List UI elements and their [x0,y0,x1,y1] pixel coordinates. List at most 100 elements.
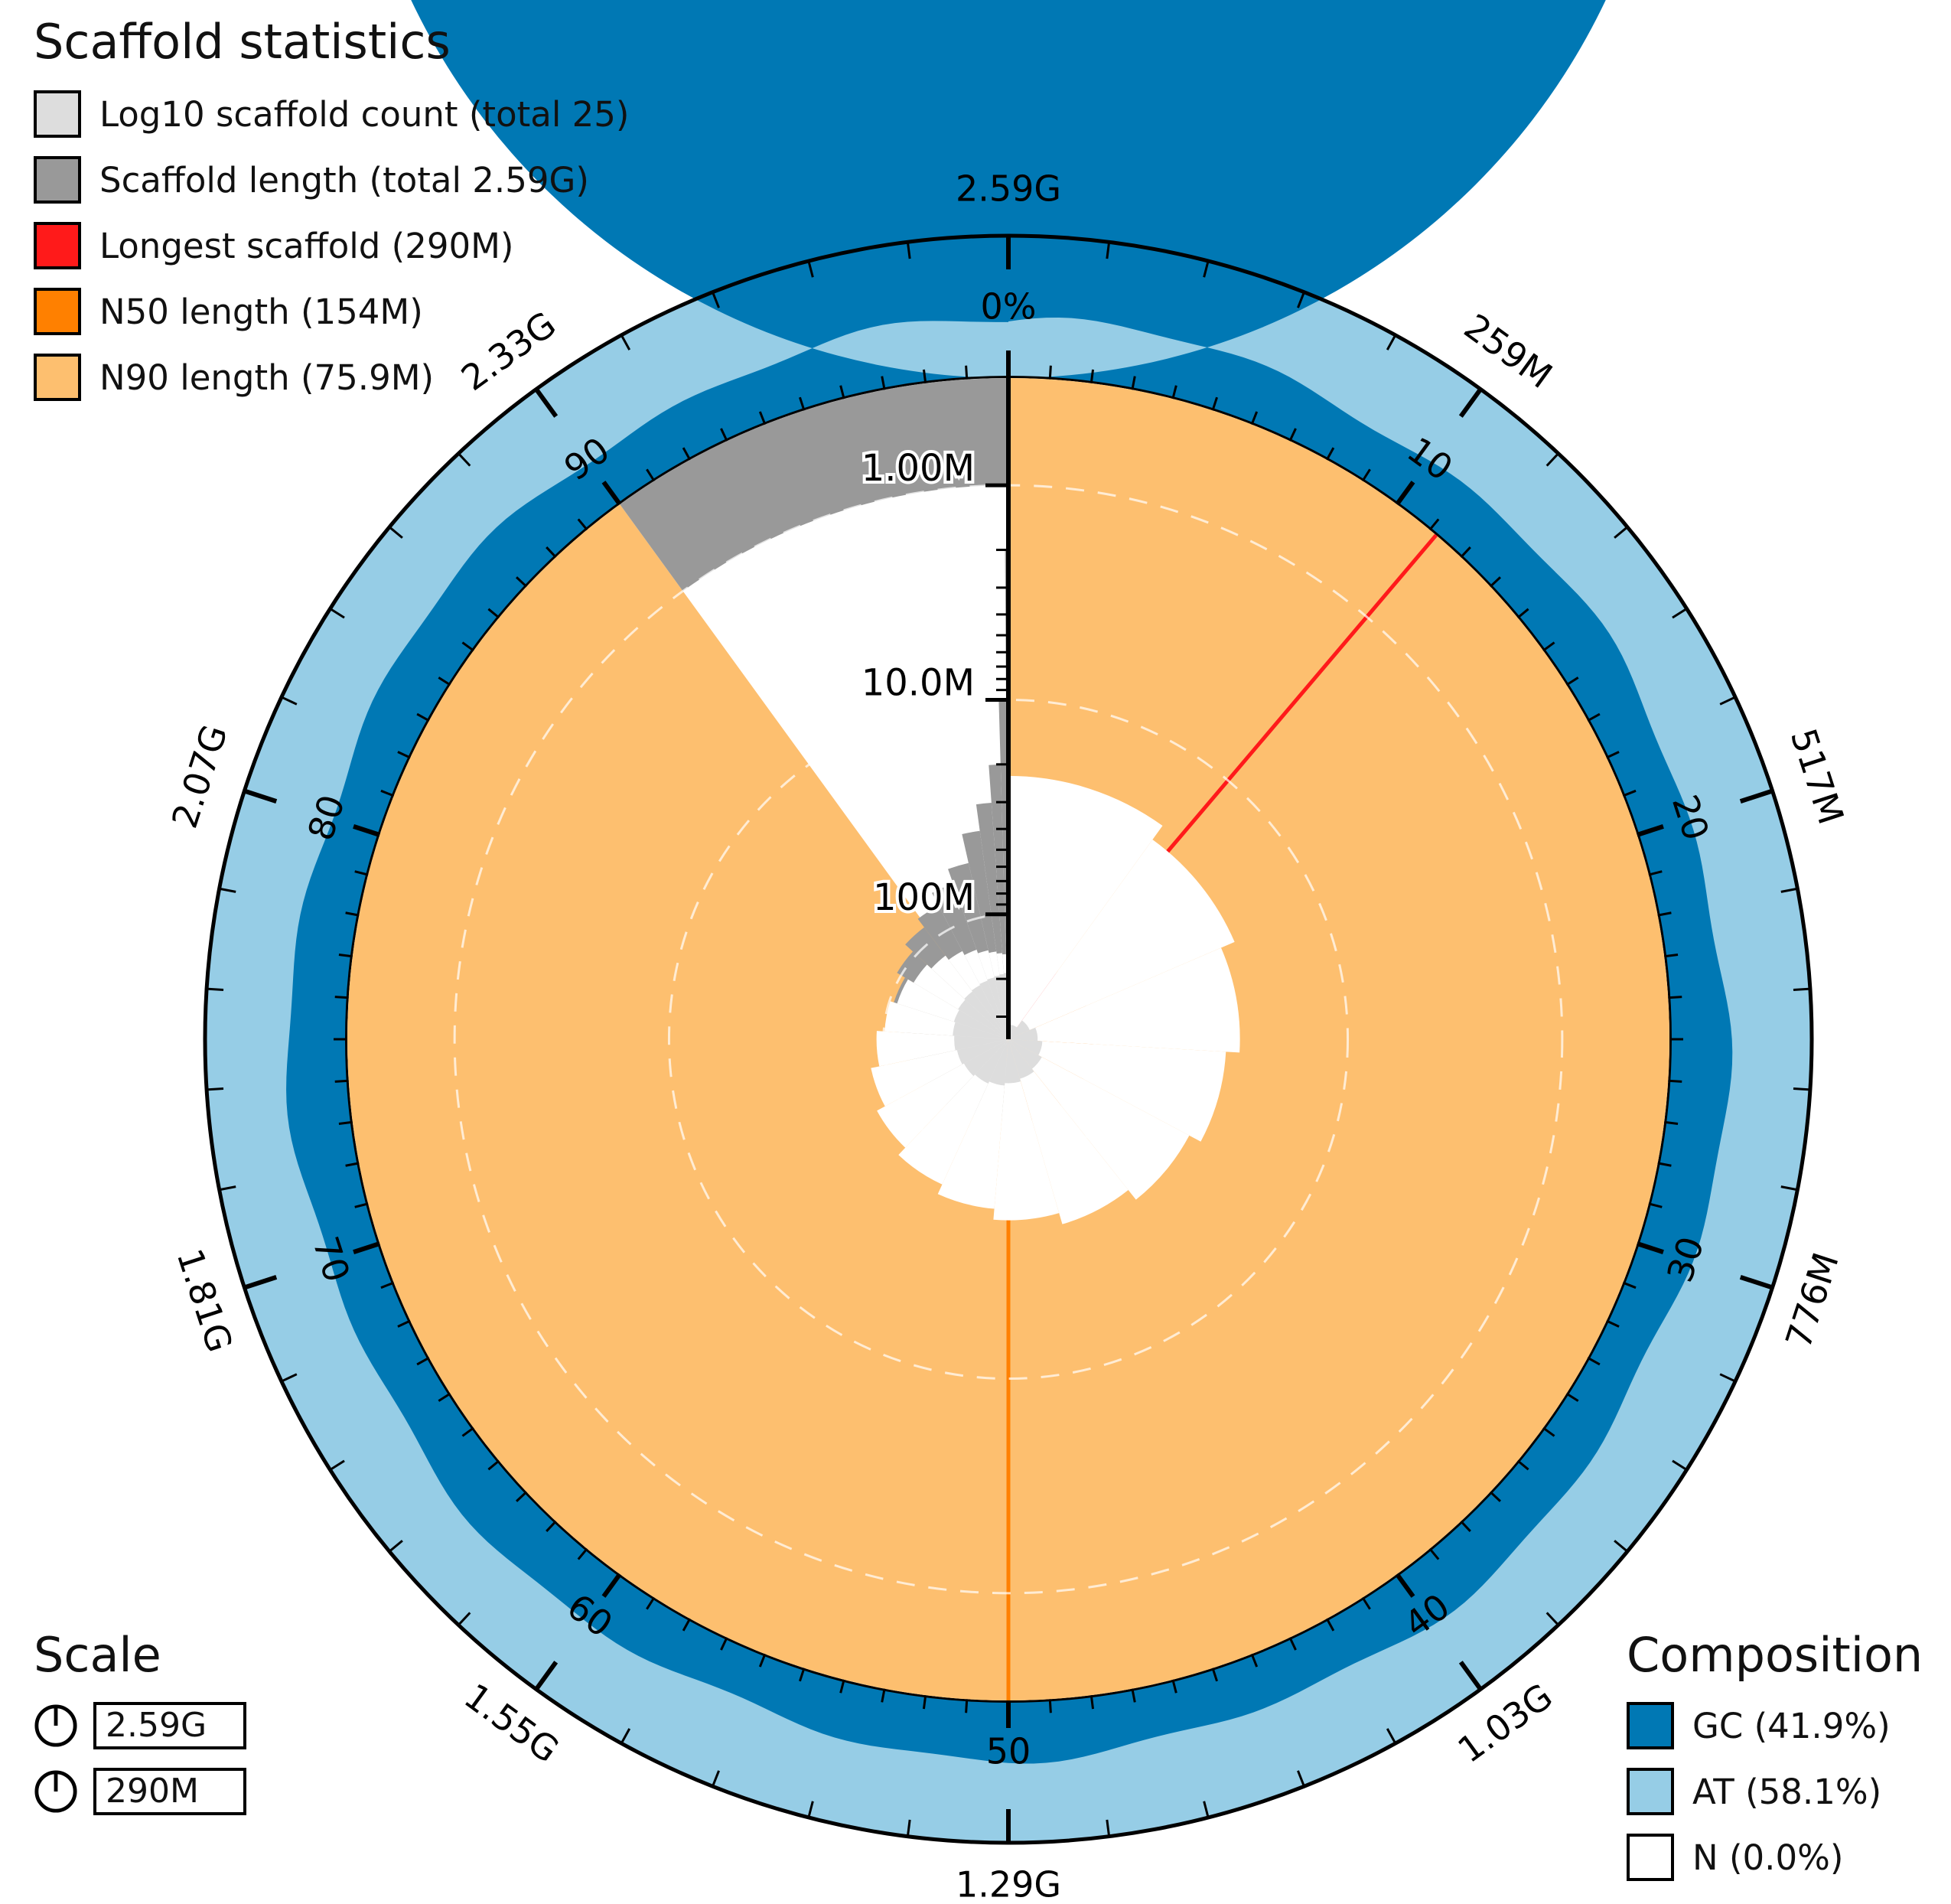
percent-tick [758,411,767,425]
length-tick [219,1185,236,1192]
gridline-circle [667,698,1350,1381]
percent-tick [461,1426,474,1437]
length-tick [1297,1770,1305,1787]
legend-swatch [34,156,81,204]
percent-tick [1648,870,1663,876]
percent-tick [1089,369,1095,384]
legend-item: Log10 scaffold count (total 25) [34,89,629,139]
legend-title: Scaffold statistics [34,14,451,70]
percent-tick [881,376,886,390]
percent-tick [397,751,411,759]
scale-value: 2.59G [93,1702,246,1749]
percent-tick [1657,1162,1672,1167]
scale-item: 2.59G [34,1700,246,1751]
composition-swatch [1627,1702,1674,1749]
length-tick-label: 517M [1783,724,1852,830]
percent-tick [577,1547,588,1560]
length-tick [1458,387,1483,418]
length-tick [807,260,814,278]
length-tick-label: 776M [1777,1247,1847,1353]
percent-tick [601,1573,622,1598]
percent-tick [1489,1491,1501,1502]
percent-tick [720,1637,728,1651]
length-tick [534,1661,559,1691]
length-tick [1614,1540,1628,1553]
percent-tick [416,1356,430,1366]
length-tick [712,292,720,308]
percent-tick [646,468,656,482]
scaffold-count-segment [979,980,1008,1039]
length-tick [1203,260,1210,278]
length-tick [1780,887,1798,893]
legend-swatch [34,90,81,138]
percent-tick [1428,1547,1440,1560]
percent-tick [758,1653,767,1668]
composition-title: Composition [1627,1627,1923,1683]
length-tick [906,242,911,259]
percent-tick [353,1241,381,1254]
percent-tick [516,1491,528,1502]
percent-tick [1131,376,1136,390]
scaffold-count-segment [953,1009,1008,1039]
scale-item: 290M [34,1766,246,1817]
length-tick [1793,1087,1811,1091]
length-tick [1386,334,1397,350]
legend-label: N90 length (75.9M) [99,357,435,398]
percent-tick [397,1319,411,1328]
percent-tick [487,608,500,619]
core-segment [1008,775,1163,1039]
clock-icon [34,1704,77,1747]
scaffold-length-bar [998,699,1008,1039]
composition-item: AT (58.1%) [1627,1766,1881,1817]
length-tick [712,1770,720,1787]
percent-tick [799,396,806,411]
legend-label: Log10 scaffold count (total 25) [99,93,630,135]
core-segment [1008,947,1240,1053]
percent-tick [1325,447,1335,461]
percent-tick [438,677,451,686]
percent-tick [1636,824,1664,837]
percent-tick [1489,576,1501,588]
percent-tick [354,870,369,876]
composition-swatch [1627,1834,1674,1881]
scaffold-count-segment [1008,1039,1034,1079]
percent-tick [1587,712,1601,722]
percent-tick [1131,1688,1136,1703]
legend-swatch [34,222,81,269]
length-tick [906,1819,911,1837]
percent-tick [438,1392,451,1402]
scaffold-count-segment [971,985,1008,1039]
length-tick [281,1373,298,1383]
percent-tick [1663,1120,1679,1126]
percent-tick [380,789,395,797]
legend-item: Longest scaffold (290M) [34,220,513,271]
percent-tick [1622,1281,1637,1289]
length-tick [458,1612,471,1626]
percent-tick-label: 0% [981,286,1037,328]
length-tick [620,1728,631,1744]
length-tick [1719,1373,1736,1383]
percent-tick [416,712,430,722]
percent-tick [682,447,692,461]
percent-tick [516,576,528,588]
percent-tick [1565,1392,1579,1402]
percent-tick [646,1596,656,1610]
percent-tick [1516,1459,1529,1471]
legend-item: N50 length (154M) [34,286,423,337]
percent-tick [1460,546,1471,559]
length-tick [1739,788,1773,804]
length-tick [1106,242,1111,259]
composition-label: GC (41.9%) [1692,1705,1891,1746]
length-tick [1297,292,1305,308]
percent-tick [839,1679,845,1694]
percent-tick [922,1694,927,1710]
percent-tick [461,641,474,652]
scaffold-count-segment [1005,1039,1021,1084]
percent-tick [1171,385,1177,399]
percent-tick [338,953,353,958]
length-tick [219,887,236,893]
scaffold-count-segment [987,977,1008,1039]
percent-tick [1542,641,1555,652]
percent-tick [1361,1596,1371,1610]
